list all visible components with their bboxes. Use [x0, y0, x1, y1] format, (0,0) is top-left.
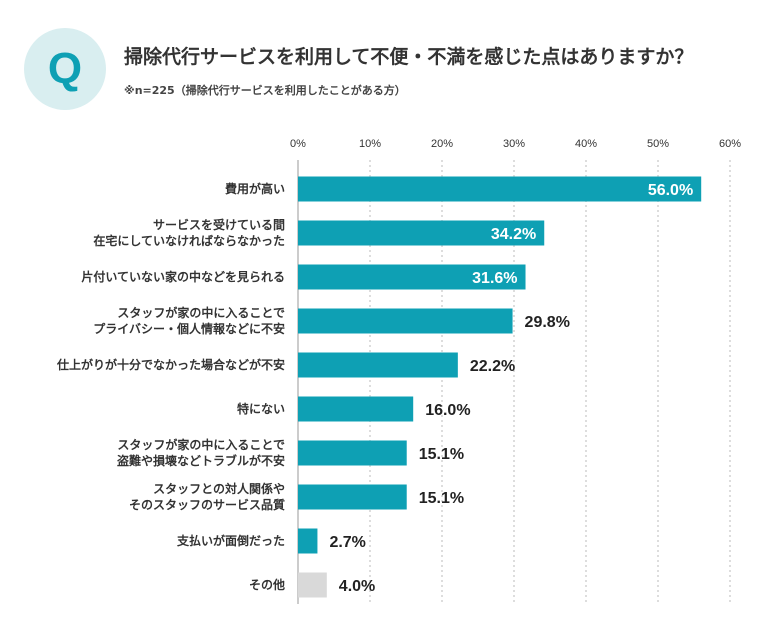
category-label: サービスを受けている間 [153, 217, 285, 232]
bar [298, 484, 407, 510]
tick-label: 50% [647, 138, 669, 150]
bar [298, 308, 513, 334]
chart-title: 掃除代行サービスを利用して不便・不満を感じた点はありますか？ [124, 46, 694, 68]
data-label: 2.7% [329, 534, 365, 551]
tick-label: 60% [719, 138, 741, 150]
bar [298, 396, 414, 422]
category-label: スタッフが家の中に入ることで [117, 437, 285, 452]
category-label: 支払いが面倒だった [176, 533, 285, 548]
tick-label: 20% [431, 138, 453, 150]
category-label: 盗難や損壊などトラブルが不安 [117, 453, 285, 468]
data-label: 56.0% [648, 182, 693, 199]
question-badge-letter: Q [47, 44, 83, 93]
category-label: スタッフが家の中に入ることで [117, 305, 285, 320]
tick-label: 0% [290, 138, 306, 150]
bar [298, 264, 526, 290]
bar [298, 176, 702, 202]
data-label: 15.1% [419, 490, 464, 507]
category-label: プライバシー・個人情報などに不安 [93, 321, 285, 336]
category-label: 片付いていない家の中などを見られる [81, 269, 285, 284]
data-label: 4.0% [339, 578, 375, 595]
data-label: 34.2% [491, 226, 536, 243]
category-label: 特にない [237, 401, 285, 416]
data-label: 16.0% [425, 402, 470, 419]
data-label: 15.1% [419, 446, 464, 463]
question-badge: Q [24, 28, 106, 110]
bar [298, 220, 545, 246]
category-label: その他 [249, 577, 285, 592]
category-label: 仕上がりが十分でなかった場合などが不安 [56, 357, 285, 372]
tick-label: 40% [575, 138, 597, 150]
category-label: そのスタッフのサービス品質 [129, 497, 285, 512]
tick-label: 30% [503, 138, 525, 150]
bar [298, 352, 458, 378]
bar [298, 440, 407, 466]
chart-subtitle: ※n=225（掃除代行サービスを利用したことがある方） [124, 84, 406, 97]
data-label: 29.8% [525, 314, 570, 331]
tick-label: 10% [359, 138, 381, 150]
bar [298, 572, 327, 598]
bar [298, 528, 318, 554]
data-label: 31.6% [472, 270, 517, 287]
category-label: 費用が高い [225, 181, 285, 196]
data-label: 22.2% [470, 358, 515, 375]
category-label: スタッフとの対人関係や [153, 481, 285, 496]
category-label: 在宅にしていなければならなかった [93, 233, 285, 248]
